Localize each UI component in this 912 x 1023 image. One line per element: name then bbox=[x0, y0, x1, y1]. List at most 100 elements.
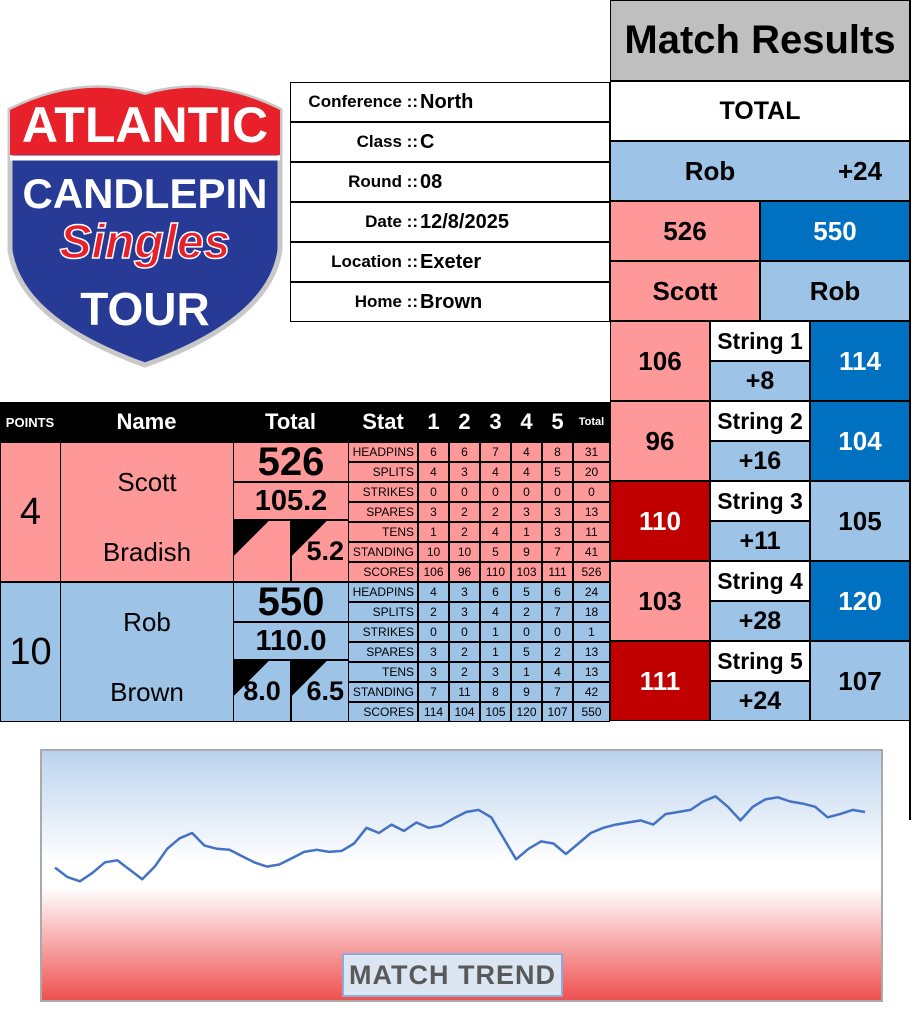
info-value: Brown bbox=[420, 290, 483, 313]
leader: Rob bbox=[684, 155, 736, 186]
stat-value: 1 bbox=[480, 622, 511, 642]
stat-value: 120 bbox=[511, 702, 542, 722]
margin: +24 bbox=[837, 155, 883, 186]
results-title: Match Results bbox=[610, 0, 910, 81]
info-row bbox=[290, 202, 610, 242]
stat-value: 0 bbox=[449, 482, 480, 502]
info-label: Home :: bbox=[354, 292, 418, 311]
stat-value: 7 bbox=[480, 442, 511, 462]
logo-text: TOUR bbox=[80, 283, 210, 335]
stat-value: 3 bbox=[542, 502, 573, 522]
stat-value: 4 bbox=[480, 462, 511, 482]
header-cell: Stat bbox=[362, 409, 404, 434]
info-value: 12/8/2025 bbox=[420, 210, 509, 233]
stat-cell: 5.2 bbox=[291, 520, 349, 582]
string-diff: +28 bbox=[710, 601, 810, 641]
score: 526 bbox=[610, 201, 760, 261]
info-label: Class :: bbox=[356, 132, 418, 151]
stat-value: 2 bbox=[511, 602, 542, 622]
trend-line bbox=[54, 795, 866, 883]
stat-value: 0 bbox=[480, 482, 511, 502]
stat-value: 114 bbox=[418, 702, 449, 722]
stat-value: 4 bbox=[511, 442, 542, 462]
stat-value: 5 bbox=[542, 462, 573, 482]
string-score: 105 bbox=[810, 481, 910, 561]
header-cell: Total bbox=[578, 416, 605, 428]
info-label: Location :: bbox=[331, 252, 418, 271]
info-row bbox=[290, 82, 610, 122]
header-cell: POINTS bbox=[5, 414, 55, 430]
stat-value: 1 bbox=[511, 662, 542, 682]
stat-value: 96 bbox=[449, 562, 480, 582]
string-diff: +16 bbox=[710, 441, 810, 481]
stat-value: 31 bbox=[573, 442, 610, 462]
info-label: Round :: bbox=[348, 172, 418, 191]
name-cell bbox=[60, 582, 234, 722]
logo-text: ATLANTIC bbox=[22, 97, 268, 153]
string-score: 106 bbox=[610, 321, 710, 401]
stat-name: SCORES bbox=[348, 702, 418, 722]
stat-name: TENS bbox=[348, 522, 418, 542]
stat-name: SPARES bbox=[348, 502, 418, 522]
stat-value: 1 bbox=[511, 522, 542, 542]
string-score: 104 bbox=[810, 401, 910, 481]
stat-value: 5 bbox=[511, 642, 542, 662]
header-cell: 5 bbox=[551, 409, 564, 434]
string-score: 111 bbox=[610, 641, 710, 721]
stat-value: 110 bbox=[480, 562, 511, 582]
trend-title: MATCH TREND bbox=[342, 953, 563, 997]
header-cell: Total bbox=[265, 409, 316, 434]
info-value: C bbox=[420, 130, 435, 153]
first-name: Scott bbox=[117, 466, 177, 497]
stat-value: 42 bbox=[573, 682, 610, 702]
stat-value: 2 bbox=[449, 642, 480, 662]
stat-name: SPARES bbox=[348, 642, 418, 662]
total-label: TOTAL bbox=[610, 81, 910, 141]
average: 105.2 bbox=[233, 482, 349, 520]
stat-value: 13 bbox=[573, 502, 610, 522]
stat-value: 11 bbox=[449, 682, 480, 702]
stat-value: 526 bbox=[573, 562, 610, 582]
string-label: String 1 bbox=[710, 321, 810, 361]
info-value: Exeter bbox=[420, 250, 482, 273]
stat-name: TENS bbox=[348, 662, 418, 682]
last-name: Bradish bbox=[102, 536, 192, 567]
total: 550 bbox=[233, 580, 349, 624]
stat-value: 3 bbox=[449, 582, 480, 602]
stat-value: 0 bbox=[542, 622, 573, 642]
stat-value: 6 bbox=[542, 582, 573, 602]
string-label: String 5 bbox=[710, 641, 810, 681]
stat-value: 7 bbox=[542, 682, 573, 702]
stat-value: 0 bbox=[511, 622, 542, 642]
stat-name: SPLITS bbox=[348, 462, 418, 482]
stat-value: 105 bbox=[480, 702, 511, 722]
info-row bbox=[290, 162, 610, 202]
name-cell bbox=[60, 442, 234, 582]
stat-name: HEADPINS bbox=[348, 442, 418, 462]
stat-value: 103 bbox=[511, 562, 542, 582]
stat-value: 5 bbox=[511, 582, 542, 602]
stat-value: 2 bbox=[449, 502, 480, 522]
stat-name: STANDING bbox=[348, 542, 418, 562]
stat-value: 1 bbox=[480, 642, 511, 662]
stat-value: 2 bbox=[449, 662, 480, 682]
string-score: 107 bbox=[810, 641, 910, 721]
stat-value: 24 bbox=[573, 582, 610, 602]
header-cell: 4 bbox=[520, 409, 533, 434]
stat-value: 550 bbox=[573, 702, 610, 722]
string-score: 103 bbox=[610, 561, 710, 641]
border bbox=[909, 0, 911, 820]
string-label: String 4 bbox=[710, 561, 810, 601]
stat-value: 4 bbox=[418, 582, 449, 602]
stat-value: 0 bbox=[418, 622, 449, 642]
stat-value: 9 bbox=[511, 542, 542, 562]
string-diff: +24 bbox=[710, 681, 810, 721]
string-score: 96 bbox=[610, 401, 710, 481]
info-row bbox=[290, 242, 610, 282]
stat-value: 3 bbox=[418, 662, 449, 682]
stat-value: 3 bbox=[418, 642, 449, 662]
stat-cell: 6.5 bbox=[291, 660, 349, 722]
info-value: 08 bbox=[420, 170, 443, 193]
stat-value: 5 bbox=[480, 542, 511, 562]
string-diff: +11 bbox=[710, 521, 810, 561]
